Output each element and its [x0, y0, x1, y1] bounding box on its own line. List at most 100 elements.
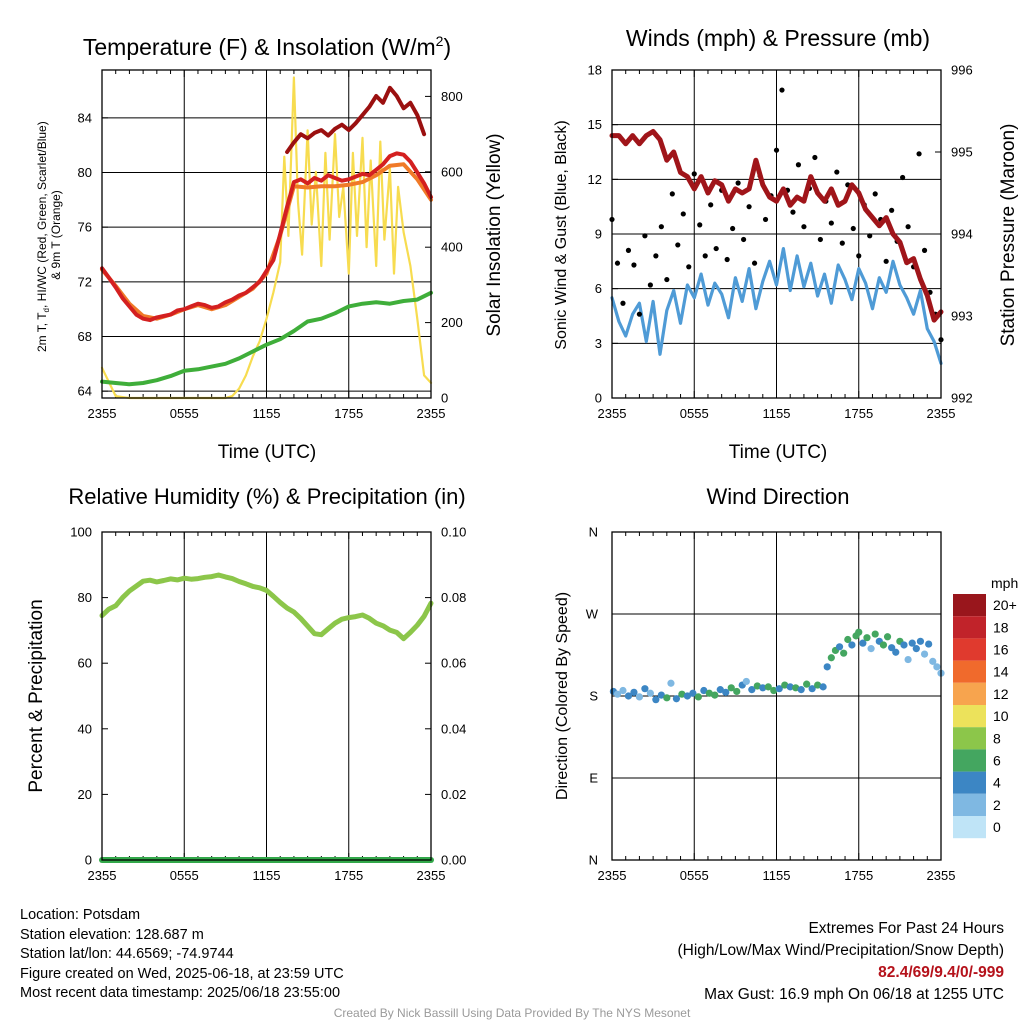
relative-humidity-line — [99, 572, 434, 642]
y2-tick-label: 0.04 — [441, 721, 466, 736]
pressure-line — [609, 129, 944, 323]
wind-direction-point — [733, 687, 741, 696]
gust-point — [620, 300, 626, 306]
colorbar-label: 0 — [993, 819, 1001, 835]
title-superscript: 2 — [436, 33, 444, 49]
gust-point — [647, 282, 653, 288]
wind-direction-point — [635, 693, 644, 701]
colorbar-label: 2 — [993, 797, 1001, 813]
y2-tick-label: 0.10 — [441, 525, 466, 540]
wind-direction-point — [827, 654, 835, 662]
gust-point — [735, 180, 741, 186]
gust-point — [828, 220, 834, 226]
gust-point — [751, 260, 758, 266]
wind-direction-point — [705, 689, 713, 697]
gust-point — [801, 224, 807, 230]
max-gust: Max Gust: 16.9 mph On 06/18 at 1255 UTC — [704, 986, 1004, 1003]
credit-line: Created By Nick Bassill Using Data Provi… — [333, 1006, 691, 1020]
gust-point — [839, 240, 845, 246]
x-tick-label: 0555 — [680, 406, 709, 421]
gust-point — [817, 236, 823, 243]
x-tick-label: 2355 — [598, 868, 627, 883]
direction-tick-label: E — [589, 771, 598, 786]
figure-created: Figure created on Wed, 2025-06-18, at 23… — [20, 965, 344, 982]
wind-direction-point — [871, 630, 879, 638]
wind-direction-point — [775, 685, 783, 693]
y-tick-label: 20 — [78, 787, 92, 802]
y2-tick-label: 600 — [441, 164, 463, 179]
x-tick-label: 1155 — [763, 406, 791, 421]
plot-frame — [611, 69, 942, 399]
gust-point — [872, 191, 878, 197]
y-tick-label: 6 — [595, 281, 602, 296]
direction-tick-label: W — [586, 607, 599, 622]
pressure-axis-label: Station Pressure (Maroon) — [998, 124, 1019, 347]
gust-point — [664, 276, 670, 283]
winds-panel-title: Winds (mph) & Pressure (mb) — [626, 25, 930, 51]
x-tick-label: 2355 — [598, 406, 627, 421]
gust-point — [653, 253, 659, 259]
y-tick-label: 3 — [595, 336, 602, 351]
direction-tick-label: S — [589, 689, 598, 704]
wind-direction-point — [748, 686, 756, 694]
wind-direction-point — [808, 685, 816, 693]
y-tick-label: 15 — [588, 117, 602, 132]
wind-direction-point — [727, 684, 735, 692]
wind-direction-point — [694, 693, 702, 701]
colorbar-swatch — [953, 793, 986, 816]
colorbar-label: 6 — [993, 753, 1001, 769]
y2-tick-label: 0 — [441, 391, 448, 406]
wind-direction-point — [883, 633, 892, 641]
winds-y-axis-label: Sonic Wind & Gust (Blue, Black) — [553, 120, 570, 349]
x-tick-label: 1755 — [334, 868, 363, 883]
wind-direction-point — [879, 641, 888, 649]
wind-direction-point — [781, 681, 789, 689]
y2-tick-label: 996 — [951, 63, 973, 78]
humidity-panel-title: Relative Humidity (%) & Precipitation (i… — [68, 484, 465, 509]
y-tick-label: 18 — [588, 63, 602, 78]
direction-tick-label: N — [589, 853, 598, 868]
wind-direction-point — [823, 663, 831, 671]
gust-point — [867, 233, 873, 239]
y2-tick-label: 800 — [441, 89, 463, 104]
colorbar-label: 8 — [993, 730, 1001, 746]
wind-direction-point — [678, 690, 686, 698]
sonic-wind-line — [610, 247, 943, 365]
y-tick-label: 60 — [78, 656, 92, 671]
gust-point — [625, 247, 632, 253]
wind-direction-point — [892, 648, 900, 656]
wind-direction-point — [803, 680, 811, 688]
dewpoint-line — [100, 290, 433, 387]
gust-point — [812, 154, 818, 161]
y-tick-label: 80 — [78, 165, 92, 180]
temp-2m-line — [100, 151, 433, 323]
speed-colorbar: mph 20+ 18 16 14 12 10 8 6 4 2 0 — [953, 575, 1018, 839]
colorbar-label: 20+ — [993, 597, 1017, 613]
heat-index-line — [285, 85, 427, 154]
colorbar-swatch — [953, 638, 986, 661]
gust-point — [883, 258, 889, 264]
wind-direction-point — [770, 686, 778, 695]
station-location: Location: Potsdam — [20, 907, 141, 923]
y2-tick-label: 995 — [951, 145, 973, 160]
gust-point — [724, 256, 730, 263]
gust-point — [697, 222, 703, 228]
y-tick-label: 40 — [78, 721, 92, 736]
x-tick-label: 2355 — [927, 406, 956, 421]
wind-direction-point — [613, 690, 622, 698]
x-tick-label: 1155 — [253, 406, 281, 421]
gust-point — [900, 174, 906, 181]
gust-point — [702, 253, 708, 259]
gust-point — [916, 151, 922, 157]
wind-direction-point — [912, 645, 920, 653]
gust-point — [713, 245, 719, 252]
colorbar-title: mph — [991, 575, 1018, 591]
wind-direction-point — [624, 692, 633, 700]
plot-frame — [101, 531, 432, 861]
gust-point — [779, 87, 785, 93]
wind-direction-point — [867, 645, 875, 653]
humidity-precip-panel: Relative Humidity (%) & Precipitation (i… — [26, 484, 466, 883]
wind-direction-point — [859, 639, 867, 647]
gust-point — [631, 262, 637, 268]
